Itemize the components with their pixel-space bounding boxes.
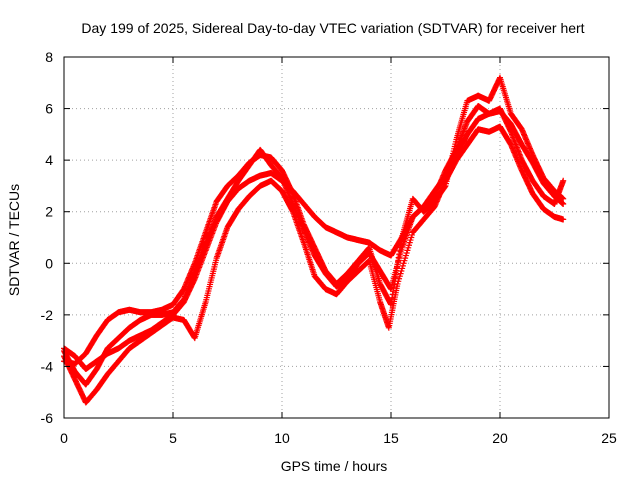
tick-layer: 0 5 10 15 20 25 -6 -4 -2 0 2 4 6 8 [41,49,617,446]
y-tick-label: -4 [41,358,54,374]
chart-title: Day 199 of 2025, Sidereal Day-to-day VTE… [81,20,584,36]
grid-layer [64,57,609,418]
y-tick-label: -6 [41,410,54,426]
x-tick-label: 0 [60,430,68,446]
x-tick-label: 25 [601,430,617,446]
y-tick-label: 8 [45,49,53,65]
data-point [560,177,567,184]
y-tick-label: 2 [45,204,53,220]
y-tick-label: 0 [45,255,53,271]
y-tick-label: 4 [45,152,53,168]
plot-frame [63,56,610,419]
y-axis-label: SDTVAR / TECUs [6,184,22,296]
x-tick-label: 10 [274,430,290,446]
series-trace-2 [61,123,567,406]
data-point [560,200,567,207]
x-axis-label: GPS time / hours [281,458,388,474]
data-point [560,195,567,202]
series-layer [61,74,567,406]
data-point [560,216,567,223]
series-trace-4 [61,102,567,388]
y-tick-label: 6 [45,101,53,117]
x-tick-label: 5 [169,430,177,446]
x-tick-label: 15 [383,430,399,446]
x-tick-label: 20 [492,430,508,446]
y-tick-label: -2 [41,307,54,323]
